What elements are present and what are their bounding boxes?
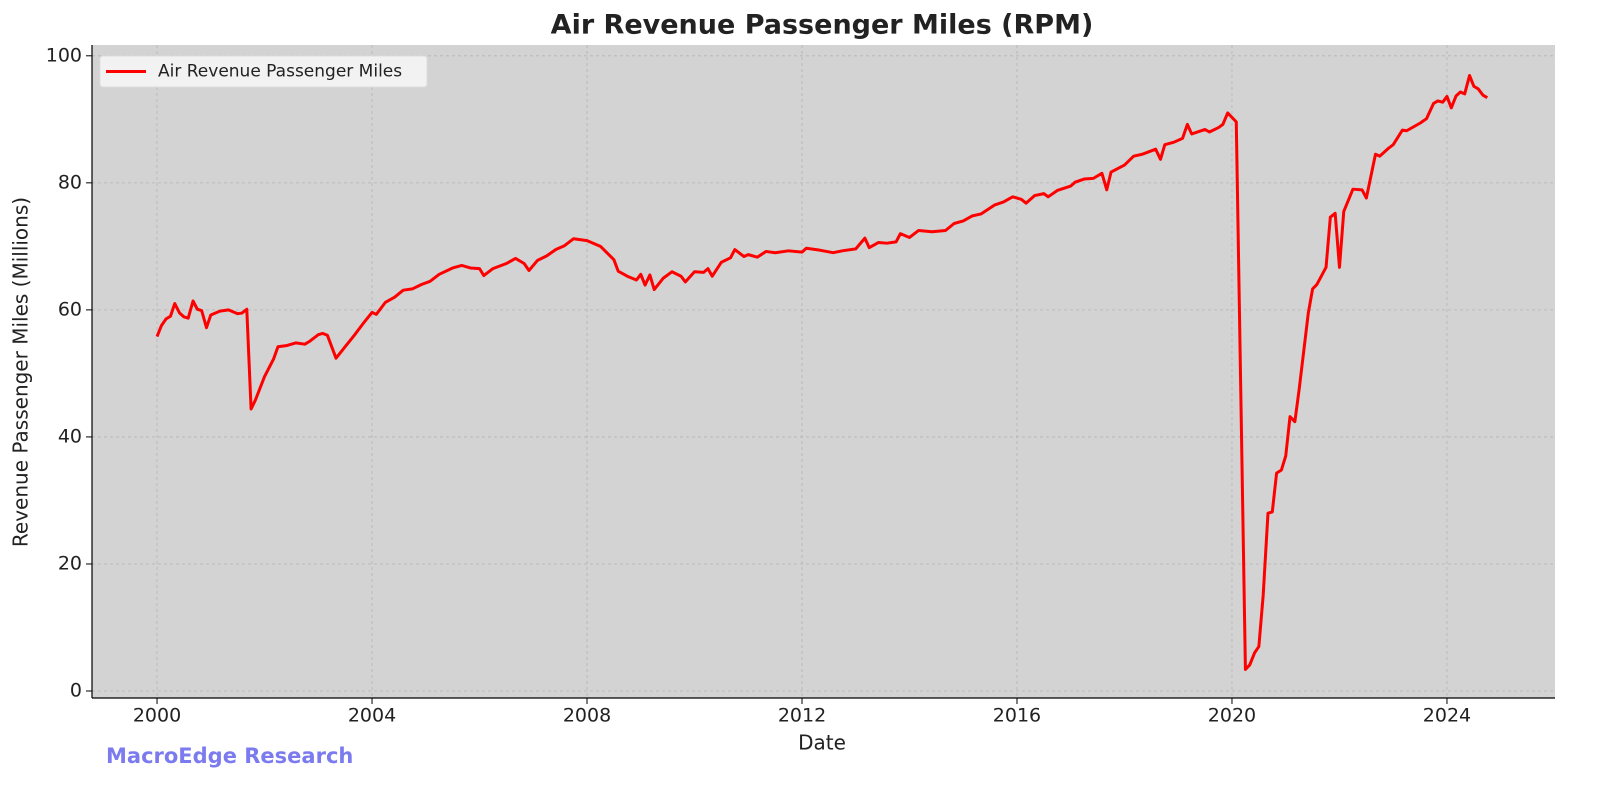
legend-box [99, 55, 428, 88]
plot-marks [155, 73, 1489, 671]
x-tick-label: 2020 [1208, 705, 1256, 727]
x-tick-label: 2012 [778, 705, 826, 727]
watermark: MacroEdge Research [106, 744, 353, 768]
x-tick-label: 2024 [1423, 705, 1471, 727]
grid [92, 45, 1555, 698]
x-tick-label: 2008 [563, 705, 611, 727]
y-tick-label: 60 [58, 298, 82, 320]
y-tick-label: 40 [58, 425, 82, 447]
plot-area [92, 45, 1555, 698]
y-tick-label: 100 [46, 44, 82, 66]
x-tick-label: 2000 [133, 705, 181, 727]
chart-title: Air Revenue Passenger Miles (RPM) [551, 10, 1094, 41]
y-tick-label: 0 [70, 680, 82, 702]
data-line [155, 73, 1489, 671]
legend-label: Air Revenue Passenger Miles [158, 62, 402, 82]
x-axis-label: Date [798, 731, 846, 755]
y-tick-label: 20 [58, 552, 82, 574]
legend: Air Revenue Passenger Miles [99, 55, 428, 88]
x-tick-label: 2016 [993, 705, 1041, 727]
y-axis-label: Revenue Passenger Miles (Millions) [9, 197, 33, 547]
y-tick-label: 80 [58, 171, 82, 193]
x-tick-label: 2004 [348, 705, 396, 727]
